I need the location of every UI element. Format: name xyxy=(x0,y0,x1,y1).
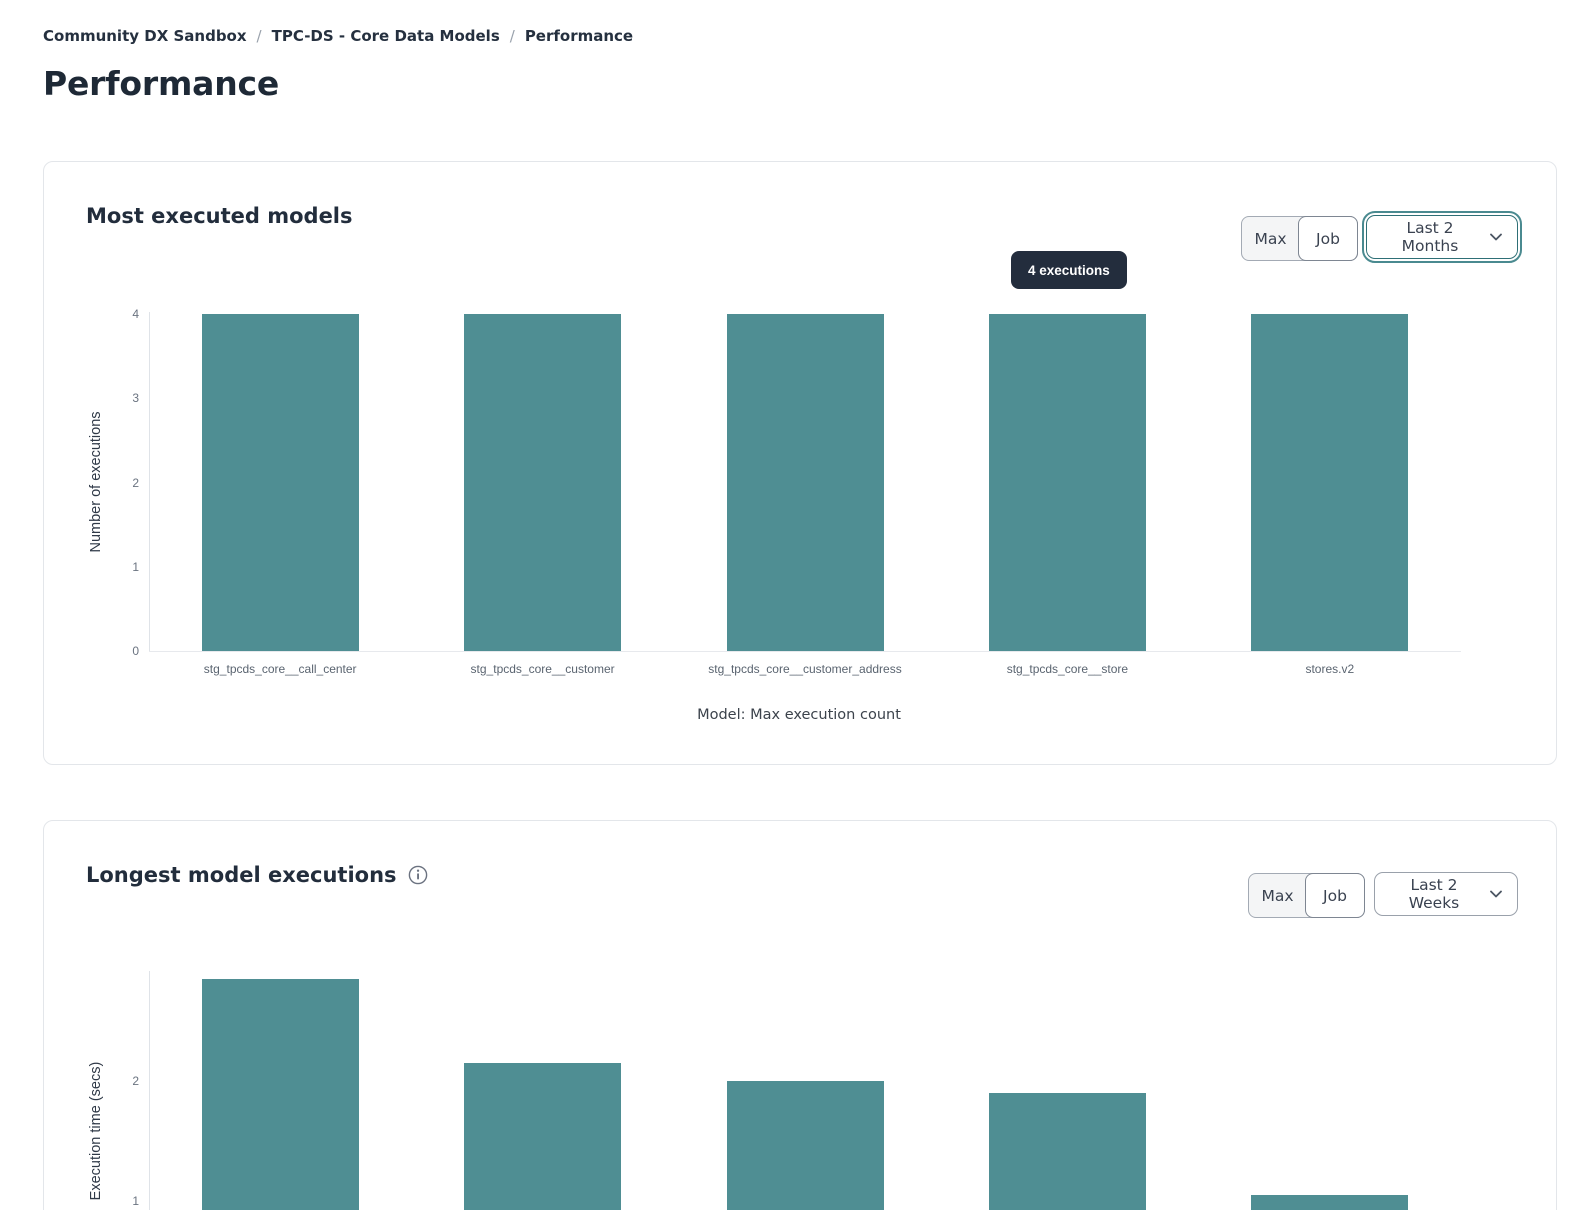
y-tick-label: 0 xyxy=(132,644,139,658)
chart-bar[interactable] xyxy=(1251,314,1409,651)
time-range-dropdown[interactable]: Last 2 Months xyxy=(1361,210,1523,264)
toggle-max-button[interactable]: Max xyxy=(1242,217,1299,260)
x-category-label: stg_tpcds_core__customer_address xyxy=(708,662,902,676)
chart-bar[interactable] xyxy=(726,1081,884,1210)
breadcrumb-item-performance: Performance xyxy=(524,27,634,45)
card-title: Longest model executions xyxy=(86,863,428,887)
x-category-label: stores.v2 xyxy=(1305,662,1355,676)
chart-bar[interactable] xyxy=(726,314,884,651)
y-axis-line xyxy=(149,971,150,1210)
card-title-text: Longest model executions xyxy=(86,863,397,887)
page-title: Performance xyxy=(43,64,280,103)
card-title-text: Most executed models xyxy=(86,204,353,228)
y-tick-label: 4 xyxy=(132,307,139,321)
chevron-down-icon xyxy=(1490,233,1502,241)
time-range-dropdown[interactable]: Last 2 Weeks xyxy=(1374,872,1518,916)
max-job-toggle[interactable]: Max Job xyxy=(1241,216,1358,261)
chart-bar[interactable] xyxy=(988,1093,1146,1210)
chart-bar[interactable] xyxy=(464,314,622,651)
x-category-label: stg_tpcds_core__call_center xyxy=(203,662,357,676)
chart-bar[interactable] xyxy=(201,979,359,1210)
breadcrumb-item-project[interactable]: Community DX Sandbox xyxy=(43,27,247,45)
info-icon[interactable] xyxy=(408,865,428,885)
y-tick-label: 2 xyxy=(132,1074,139,1088)
x-axis-label: Model: Max execution count xyxy=(697,707,901,723)
chart-bar[interactable] xyxy=(1251,1195,1409,1210)
breadcrumb-separator: / xyxy=(509,27,515,45)
breadcrumb-separator: / xyxy=(256,27,262,45)
card-most-executed-models: Most executed models Max Job Last 2 Mont… xyxy=(43,161,1557,765)
chart-bar[interactable] xyxy=(988,314,1146,651)
y-tick-label: 1 xyxy=(132,1194,139,1208)
toggle-max-button[interactable]: Max xyxy=(1249,874,1306,917)
time-range-value: Last 2 Months xyxy=(1401,219,1459,255)
y-tick-label: 1 xyxy=(132,559,139,574)
toggle-job-button[interactable]: Job xyxy=(1298,216,1358,261)
chevron-down-icon xyxy=(1490,890,1502,898)
chart-tooltip: 4 executions xyxy=(1011,251,1127,289)
chart-bar[interactable] xyxy=(464,1063,622,1210)
toggle-job-button[interactable]: Job xyxy=(1305,873,1365,918)
y-tick-label: 3 xyxy=(132,391,139,406)
y-tick-label: 2 xyxy=(132,475,139,490)
longest-model-executions-chart: Execution time (secs) 1 2 xyxy=(44,821,1556,1210)
chart-bar[interactable] xyxy=(201,314,359,651)
card-longest-model-executions: Longest model executions Max Job Last 2 … xyxy=(43,820,1557,1210)
card-title: Most executed models xyxy=(86,204,353,228)
x-category-label: stg_tpcds_core__customer xyxy=(470,662,615,676)
max-job-toggle[interactable]: Max Job xyxy=(1248,873,1365,918)
x-category-label: stg_tpcds_core__store xyxy=(1006,662,1129,676)
y-axis-line xyxy=(149,312,150,651)
time-range-value: Last 2 Weeks xyxy=(1408,876,1460,912)
breadcrumb-item-models[interactable]: TPC-DS - Core Data Models xyxy=(271,27,500,45)
most-executed-models-chart: Number of executions Model: Max executio… xyxy=(44,162,1556,764)
breadcrumb: Community DX Sandbox / TPC-DS - Core Dat… xyxy=(43,27,633,45)
y-axis-label: Execution time (secs) xyxy=(88,1061,104,1201)
x-axis-line xyxy=(149,651,1461,652)
